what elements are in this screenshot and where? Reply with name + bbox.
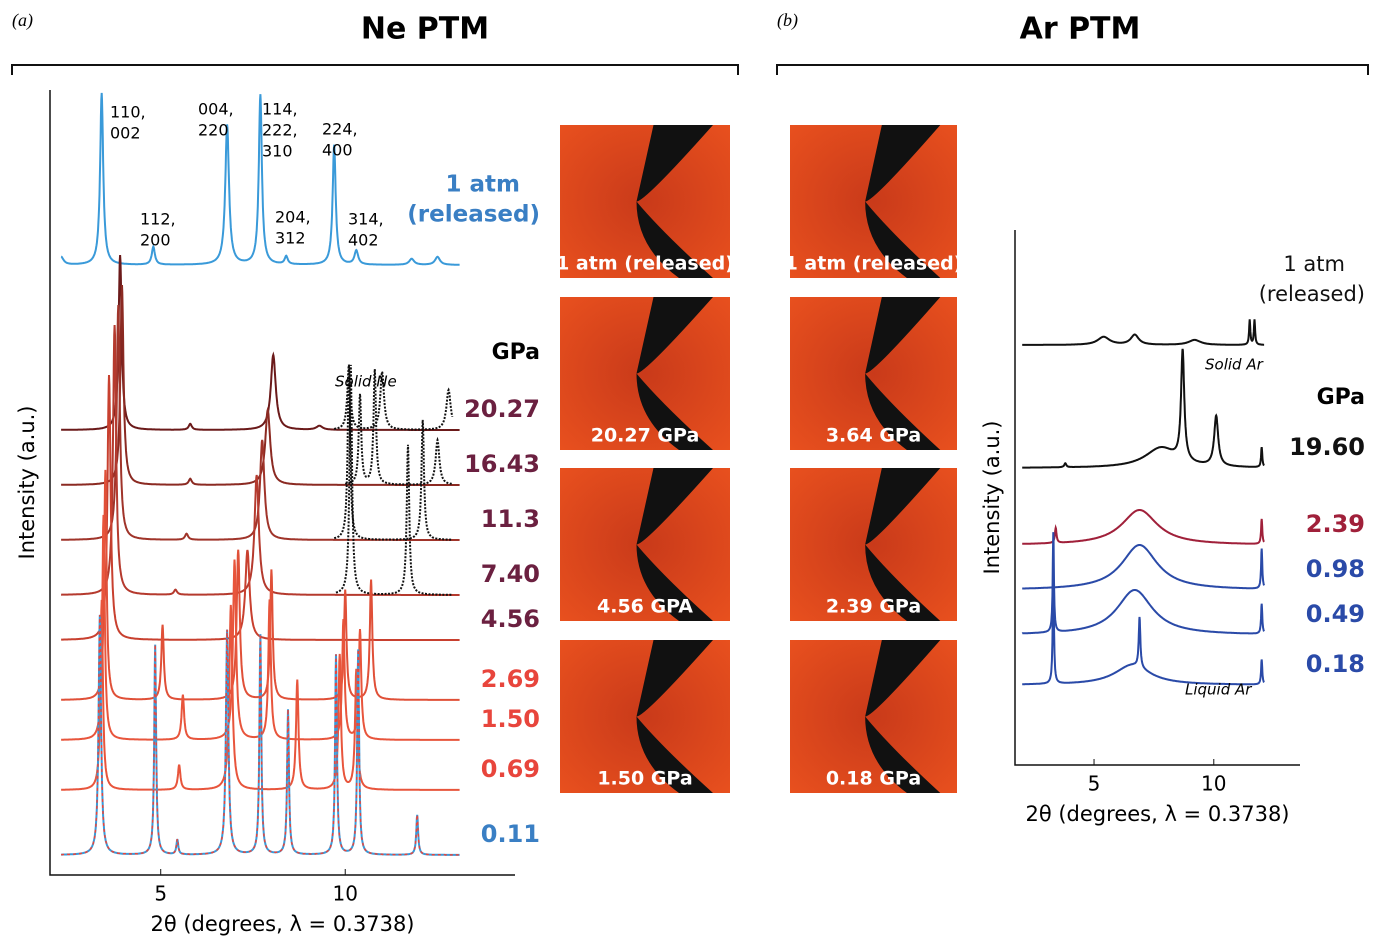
image-shadow — [636, 297, 713, 450]
x-axis-label: 2θ (degrees, λ = 0.3738) — [1025, 802, 1289, 826]
trace — [61, 324, 460, 596]
annotation: 114, — [262, 100, 298, 119]
panel-title: Ar PTM — [1020, 12, 1141, 47]
image-caption: 4.56 GPA — [597, 596, 693, 618]
image-shadow — [865, 468, 941, 621]
x-tick-label: 5 — [1088, 772, 1101, 796]
image-shadow — [865, 297, 941, 450]
trace — [335, 364, 453, 596]
diffraction-image — [790, 125, 957, 278]
bracket — [11, 64, 739, 75]
trace — [61, 514, 460, 741]
annotation: 314, — [348, 210, 384, 229]
panel-title: Ne PTM — [361, 12, 489, 47]
legend-label: 16.43 — [464, 450, 540, 478]
annotation: 310 — [262, 142, 293, 161]
annotation: 110, — [110, 103, 146, 122]
annotation: 224, — [322, 120, 358, 139]
legend-label: 11.3 — [481, 505, 540, 533]
annotation: 112, — [140, 210, 176, 229]
annotation: 002 — [110, 124, 141, 143]
trace — [1022, 319, 1265, 346]
x-tick-label: 10 — [333, 882, 358, 906]
image-shadow — [636, 468, 713, 621]
y-axis-label: Intensity (a.u.) — [980, 421, 1004, 575]
legend-header: GPa — [492, 340, 540, 365]
legend-label: 1.50 — [481, 705, 540, 733]
annotation: 402 — [348, 231, 379, 250]
trace — [1022, 568, 1265, 686]
diffraction-image — [790, 297, 957, 450]
legend-label: 0.18 — [1306, 650, 1365, 678]
legend-label: 0.69 — [481, 755, 540, 783]
diffraction-image — [790, 468, 957, 621]
legend-label: 4.56 — [481, 605, 540, 633]
image-caption: 0.18 GPa — [826, 768, 921, 790]
trace — [61, 599, 460, 791]
annotation: Solid Ar — [1205, 356, 1264, 374]
axis — [49, 90, 515, 876]
panel-letter: (a) — [12, 10, 33, 31]
panel-letter: (b) — [777, 10, 798, 31]
diffraction-image — [560, 125, 730, 278]
legend-label: (released) — [407, 202, 540, 228]
axis — [1014, 230, 1300, 766]
image-shadow — [865, 640, 941, 793]
image-shadow — [636, 125, 713, 278]
legend-label: 7.40 — [481, 560, 540, 588]
trace — [61, 254, 460, 431]
legend-label: 2.39 — [1306, 510, 1365, 538]
image-caption: 1 atm (released) — [556, 253, 734, 275]
x-tick-label: 10 — [1201, 772, 1226, 796]
x-axis-label: 2θ (degrees, λ = 0.3738) — [150, 912, 414, 936]
annotation: 200 — [140, 231, 171, 250]
y-axis-label: Intensity (a.u.) — [15, 406, 39, 560]
image-shadow — [636, 640, 713, 793]
legend-header: GPa — [1317, 385, 1365, 410]
diffraction-image — [790, 640, 957, 793]
trace — [60, 92, 460, 266]
legend-label: 0.49 — [1306, 600, 1365, 628]
trace — [333, 364, 454, 431]
legend-label: 0.11 — [481, 820, 540, 848]
legend-label: (released) — [1259, 282, 1365, 306]
annotation: Solid Ne — [335, 373, 397, 391]
annotation: 220 — [198, 121, 229, 140]
legend-label: 20.27 — [464, 395, 540, 423]
annotation: Liquid Ar — [1185, 681, 1252, 699]
image-shadow — [865, 125, 941, 278]
trace — [1022, 509, 1265, 545]
annotation: 204, — [275, 208, 311, 227]
annotation: 400 — [322, 141, 353, 160]
legend-label: 1 atm — [446, 172, 521, 198]
legend-label: 2.69 — [481, 665, 540, 693]
diffraction-image — [560, 640, 730, 793]
image-caption: 1.50 GPa — [597, 768, 692, 790]
legend-label: 1 atm — [1283, 252, 1345, 276]
legend-label: 0.98 — [1306, 555, 1365, 583]
legend-label: 19.60 — [1289, 433, 1365, 461]
trace — [1022, 544, 1266, 590]
annotation: 312 — [275, 229, 306, 248]
bracket — [776, 64, 1369, 75]
trace — [1021, 532, 1265, 635]
diffraction-image — [560, 297, 730, 450]
image-caption: 20.27 GPa — [591, 425, 700, 447]
trace — [1022, 348, 1265, 469]
trace — [61, 614, 460, 856]
image-caption: 2.39 GPa — [826, 596, 921, 618]
diffraction-image — [560, 468, 730, 621]
annotation: 222, — [262, 121, 298, 140]
trace — [344, 369, 453, 486]
image-caption: 1 atm (released) — [785, 253, 963, 275]
trace — [333, 364, 453, 541]
image-caption: 3.64 GPa — [826, 425, 921, 447]
x-tick-label: 5 — [154, 882, 167, 906]
annotation: 004, — [198, 100, 234, 119]
